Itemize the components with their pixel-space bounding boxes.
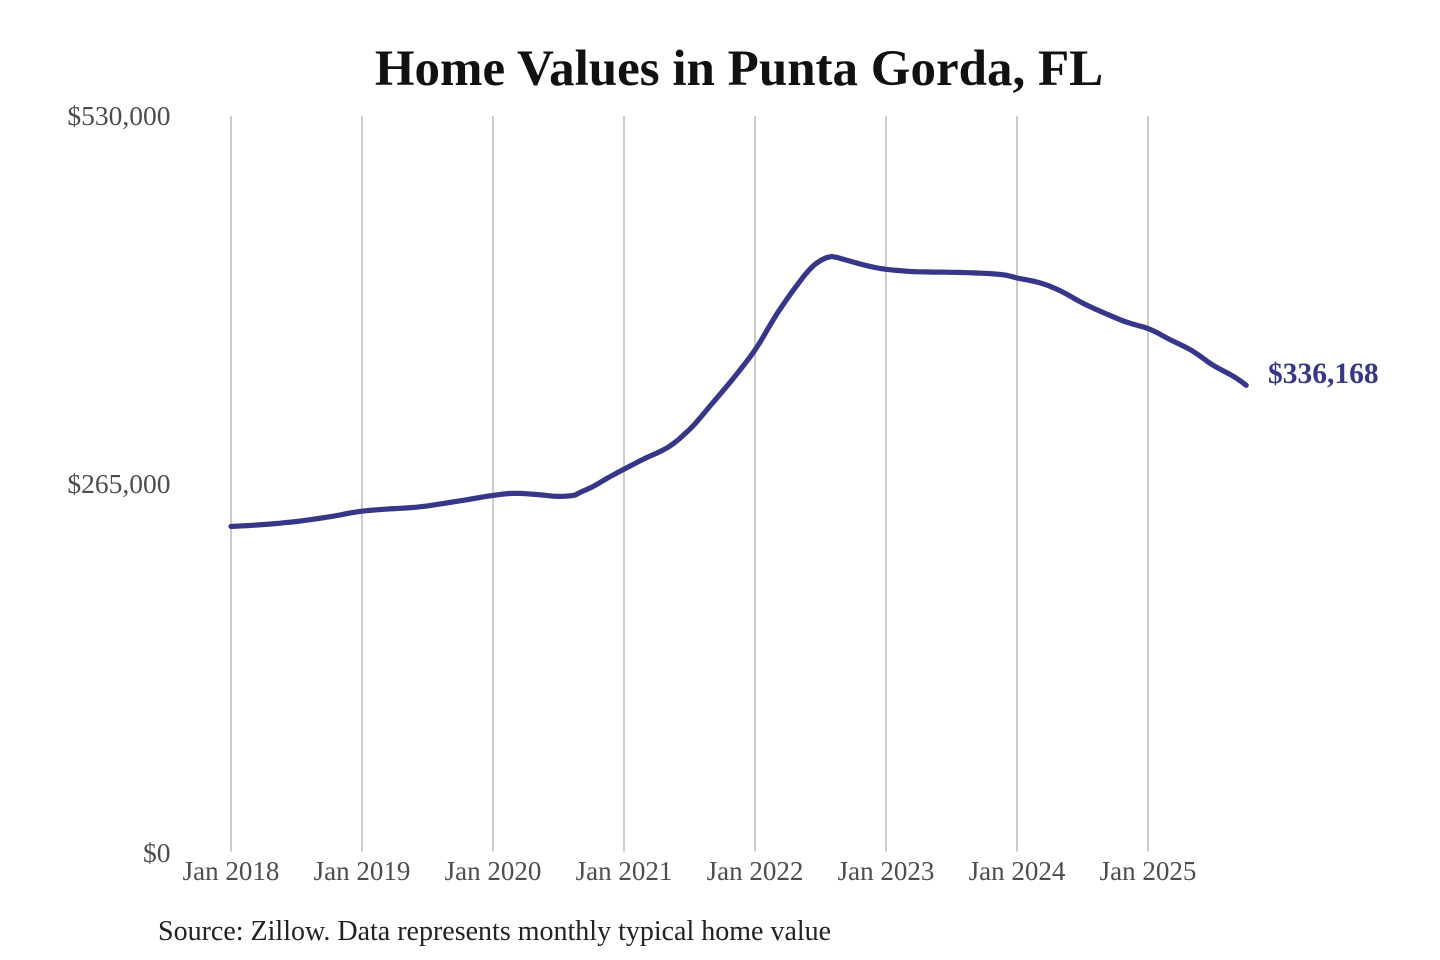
svg-text:Jan 2021: Jan 2021 <box>576 856 673 886</box>
svg-text:$265,000: $265,000 <box>67 468 170 499</box>
svg-text:Jan 2025: Jan 2025 <box>1100 856 1197 886</box>
svg-text:Jan 2022: Jan 2022 <box>707 856 804 886</box>
svg-text:Jan 2019: Jan 2019 <box>314 856 411 886</box>
svg-text:Jan 2018: Jan 2018 <box>183 856 280 886</box>
svg-text:$530,000: $530,000 <box>67 100 170 131</box>
svg-text:Jan 2020: Jan 2020 <box>445 856 542 886</box>
svg-text:Jan 2024: Jan 2024 <box>969 856 1066 886</box>
svg-text:$336,168: $336,168 <box>1268 358 1379 390</box>
svg-text:Home Values in Punta Gorda, FL: Home Values in Punta Gorda, FL <box>375 41 1103 97</box>
svg-text:Jan 2023: Jan 2023 <box>838 856 935 886</box>
svg-text:Source: Zillow. Data represent: Source: Zillow. Data represents monthly … <box>158 916 831 947</box>
svg-text:$0: $0 <box>143 837 171 868</box>
